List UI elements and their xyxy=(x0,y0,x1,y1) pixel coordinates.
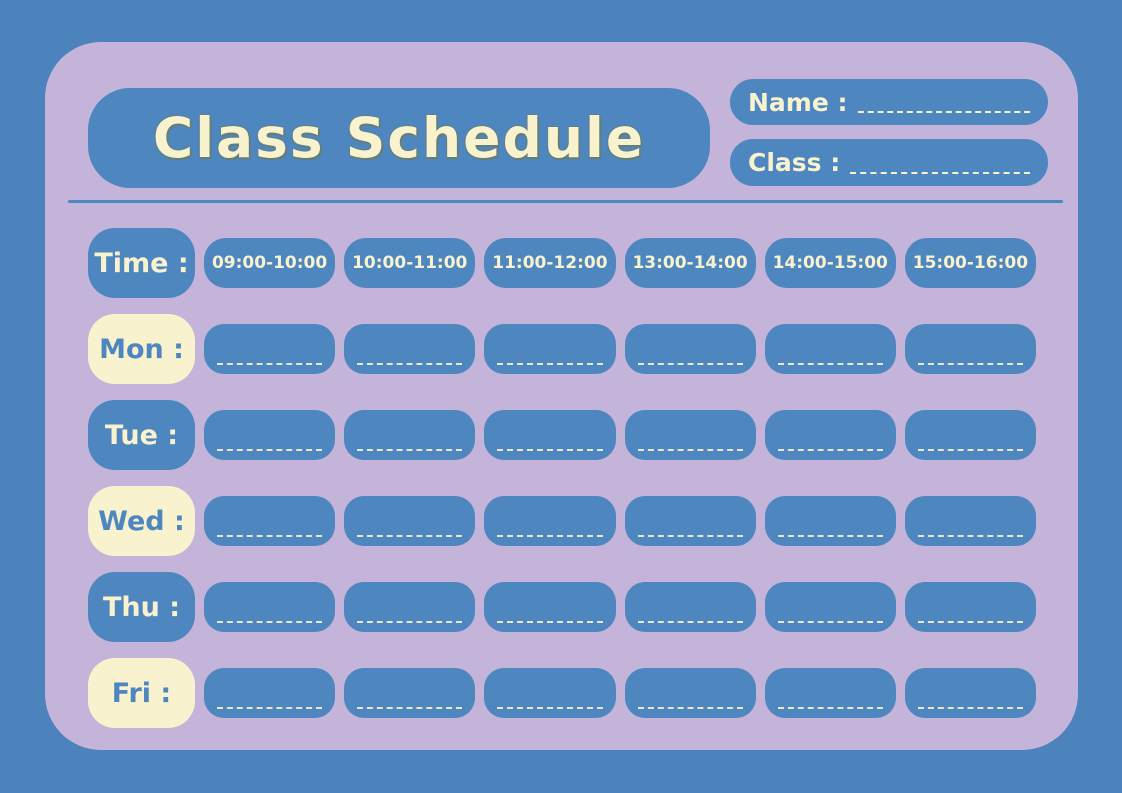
schedule-cell-wed-1[interactable] xyxy=(204,496,336,546)
time-slot-3: 11:00-12:00 xyxy=(484,238,616,288)
day-label-tue: Tue : xyxy=(88,400,195,470)
schedule-cell-thu-2[interactable] xyxy=(344,582,476,632)
fill-line xyxy=(357,535,463,537)
schedule-cell-wed-2[interactable] xyxy=(344,496,476,546)
schedule-cell-wed-5[interactable] xyxy=(764,496,896,546)
schedule-cell-tue-6[interactable] xyxy=(904,410,1036,460)
schedule-cell-thu-4[interactable] xyxy=(624,582,756,632)
day-label-thu: Thu : xyxy=(88,572,195,642)
time-slot-6: 15:00-16:00 xyxy=(904,238,1036,288)
day-label-fri: Fri : xyxy=(88,658,195,728)
fill-line xyxy=(357,707,463,709)
fill-line xyxy=(637,621,743,623)
class-label: Class : xyxy=(748,148,841,177)
time-slot-2: 10:00-11:00 xyxy=(344,238,476,288)
schedule-cell-fri-4[interactable] xyxy=(624,668,756,718)
fill-line xyxy=(917,363,1023,365)
title-box: Class Schedule xyxy=(88,88,710,188)
time-slot-4: 13:00-14:00 xyxy=(624,238,756,288)
fill-line xyxy=(497,535,603,537)
fill-line xyxy=(917,535,1023,537)
schedule-cell-mon-1[interactable] xyxy=(204,324,336,374)
fill-line xyxy=(357,363,463,365)
fill-line xyxy=(497,449,603,451)
fill-line xyxy=(217,363,323,365)
schedule-cell-fri-2[interactable] xyxy=(344,668,476,718)
schedule-cell-tue-4[interactable] xyxy=(624,410,756,460)
schedule-cell-mon-5[interactable] xyxy=(764,324,896,374)
fill-line xyxy=(777,449,883,451)
schedule-cell-thu-3[interactable] xyxy=(484,582,616,632)
schedule-cell-fri-6[interactable] xyxy=(904,668,1036,718)
fill-line xyxy=(217,449,323,451)
schedule-cell-thu-1[interactable] xyxy=(204,582,336,632)
fill-line xyxy=(357,449,463,451)
schedule-card: Class Schedule Name : Class : Time : 09:… xyxy=(45,42,1078,750)
day-label-mon: Mon : xyxy=(88,314,195,384)
schedule-cell-wed-3[interactable] xyxy=(484,496,616,546)
schedule-cell-fri-1[interactable] xyxy=(204,668,336,718)
header-divider xyxy=(68,200,1063,203)
fill-line xyxy=(217,535,323,537)
fill-line xyxy=(777,535,883,537)
fill-line xyxy=(497,707,603,709)
fill-line xyxy=(777,707,883,709)
schedule-cell-mon-4[interactable] xyxy=(624,324,756,374)
fill-line xyxy=(217,707,323,709)
day-label-wed: Wed : xyxy=(88,486,195,556)
fill-line xyxy=(357,621,463,623)
fill-line xyxy=(497,621,603,623)
name-field: Name : xyxy=(730,79,1048,125)
schedule-cell-mon-3[interactable] xyxy=(484,324,616,374)
schedule-cell-fri-3[interactable] xyxy=(484,668,616,718)
fill-line xyxy=(917,707,1023,709)
name-input-line[interactable] xyxy=(857,111,1030,113)
schedule-cell-mon-6[interactable] xyxy=(904,324,1036,374)
class-input-line[interactable] xyxy=(850,171,1030,174)
fill-line xyxy=(637,535,743,537)
page-title: Class Schedule xyxy=(152,106,646,170)
time-slot-5: 14:00-15:00 xyxy=(764,238,896,288)
fill-line xyxy=(777,363,883,365)
schedule-grid: Time : 09:00-10:00 10:00-11:00 11:00-12:… xyxy=(88,228,1036,728)
schedule-cell-tue-1[interactable] xyxy=(204,410,336,460)
schedule-cell-tue-3[interactable] xyxy=(484,410,616,460)
fill-line xyxy=(637,707,743,709)
fill-line xyxy=(777,621,883,623)
schedule-cell-fri-5[interactable] xyxy=(764,668,896,718)
schedule-cell-wed-6[interactable] xyxy=(904,496,1036,546)
schedule-cell-mon-2[interactable] xyxy=(344,324,476,374)
schedule-cell-tue-2[interactable] xyxy=(344,410,476,460)
fill-line xyxy=(217,621,323,623)
schedule-cell-wed-4[interactable] xyxy=(624,496,756,546)
fill-line xyxy=(497,363,603,365)
schedule-cell-tue-5[interactable] xyxy=(764,410,896,460)
schedule-cell-thu-5[interactable] xyxy=(764,582,896,632)
fill-line xyxy=(637,363,743,365)
fill-line xyxy=(917,621,1023,623)
schedule-cell-thu-6[interactable] xyxy=(904,582,1036,632)
time-header-label: Time : xyxy=(88,228,195,298)
fill-line xyxy=(917,449,1023,451)
time-slot-1: 09:00-10:00 xyxy=(204,238,336,288)
name-label: Name : xyxy=(748,87,848,117)
fill-line xyxy=(637,449,743,451)
class-field: Class : xyxy=(730,139,1048,186)
